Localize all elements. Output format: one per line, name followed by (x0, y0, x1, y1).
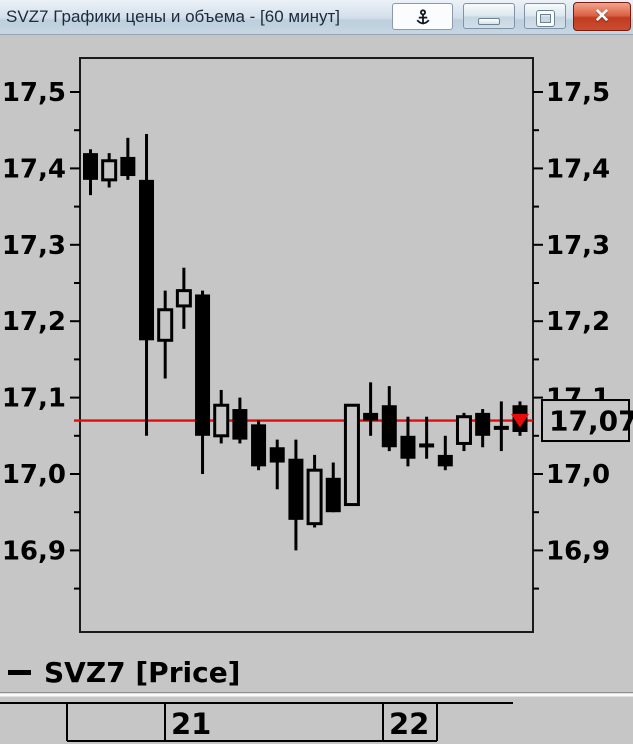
candle-21[interactable] (455, 412, 472, 452)
candle-9[interactable] (232, 397, 248, 444)
candle-22[interactable] (475, 409, 491, 448)
y-tick-label-left: 17,1 (2, 384, 66, 414)
candle-23[interactable] (493, 401, 509, 452)
candle-13[interactable] (306, 454, 323, 528)
plot-border (79, 57, 534, 633)
candle-12[interactable] (288, 439, 304, 551)
y-tick-label-left: 17,5 (2, 78, 66, 108)
candle-4[interactable] (139, 134, 155, 436)
pane-divider-ridge (0, 693, 633, 697)
legend-series-label: SVZ7 [Price] (44, 655, 241, 689)
candle-15[interactable] (343, 403, 360, 507)
title-bar: SVZ7 Графики цены и объема - [60 минут] … (0, 0, 633, 35)
y-tick-label-left: 16,9 (2, 536, 66, 566)
price-tag: 17,07 (541, 399, 633, 443)
candle-1[interactable] (83, 149, 98, 196)
y-axis: 17,5 17,517,4 17,417,3 17,317,2 17,217,1 17,1… (2, 78, 610, 590)
candle-7[interactable] (195, 290, 211, 474)
legend-line-icon (8, 669, 31, 675)
y-tick-label-left: 17,0 (2, 460, 66, 490)
time-axis[interactable]: 21 22 (0, 702, 513, 742)
y-tick-label-right: 17,5 (546, 78, 610, 108)
time-axis-label: 21 (171, 707, 211, 741)
y-tick-label-left: 17,2 (2, 307, 66, 337)
y-tick-label-left: 17,3 (2, 231, 66, 261)
candle-2[interactable] (101, 153, 118, 188)
candle-3[interactable] (120, 137, 136, 180)
maximize-icon (536, 11, 554, 26)
candles (83, 134, 528, 551)
candle-8[interactable] (213, 389, 230, 444)
anchor-icon (416, 8, 429, 24)
y-tick-label-right: 17,4 (546, 154, 610, 184)
window-title: SVZ7 Графики цены и объема - [60 минут] (6, 7, 340, 26)
price-tag-label: 17,07 (549, 405, 633, 438)
minimize-button[interactable] (463, 3, 515, 29)
y-tick-label-right: 16,9 (546, 536, 610, 566)
y-tick-label-right: 17,2 (546, 307, 610, 337)
candle-17[interactable] (381, 386, 397, 452)
y-tick-label-right: 17,3 (546, 231, 610, 261)
candle-20[interactable] (437, 435, 453, 471)
time-axis-label: 22 (389, 707, 429, 741)
candle-11[interactable] (269, 439, 285, 490)
close-button[interactable]: ✕ (573, 2, 631, 31)
candle-19[interactable] (419, 416, 435, 459)
last-price-marker-icon (511, 414, 530, 428)
candle-16[interactable] (363, 382, 379, 436)
y-tick-label-left: 17,4 (2, 154, 66, 184)
candle-6[interactable] (175, 267, 192, 329)
y-tick-label-right: 17,0 (546, 460, 610, 490)
minimize-icon (478, 17, 500, 25)
anchor-button[interactable] (392, 3, 453, 30)
candle-18[interactable] (400, 416, 416, 467)
candle-5[interactable] (157, 290, 174, 379)
candle-10[interactable] (251, 420, 267, 471)
legend: SVZ7 [Price] (8, 655, 240, 689)
candle-14[interactable] (325, 462, 341, 513)
close-icon: ✕ (594, 5, 610, 27)
maximize-button[interactable] (524, 3, 566, 29)
